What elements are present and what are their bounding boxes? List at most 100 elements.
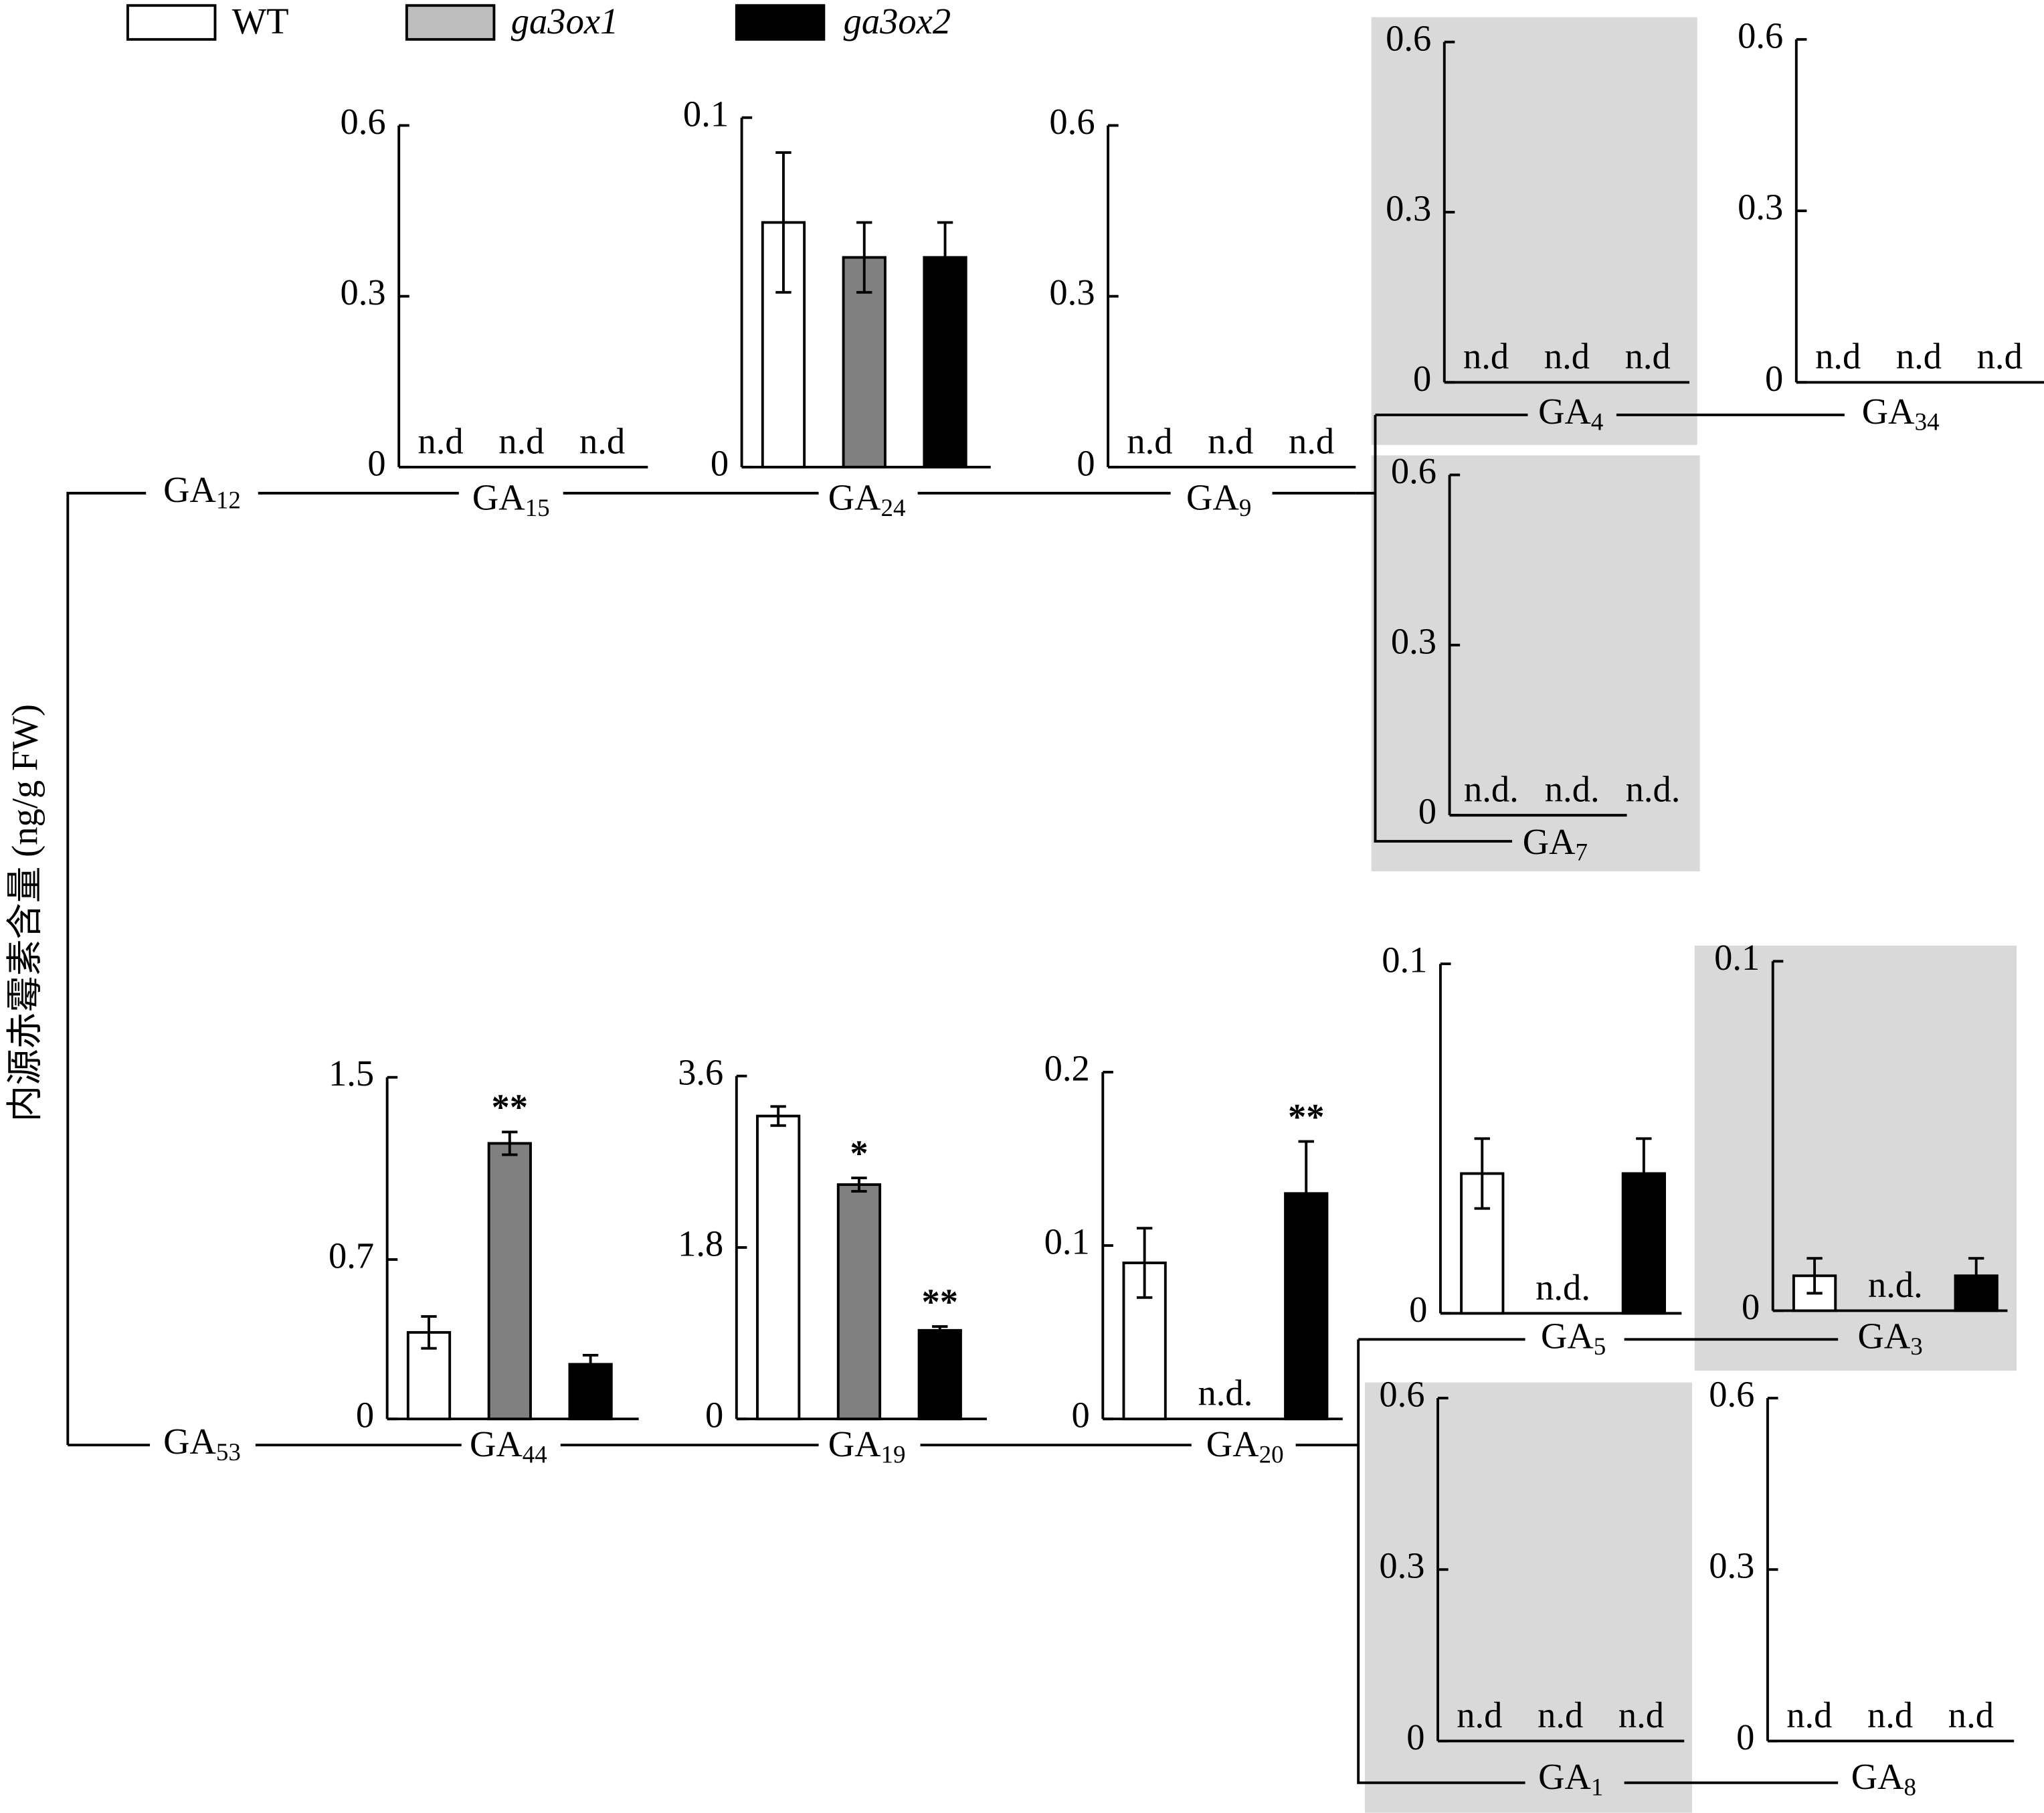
y-tick-label: 0: [356, 1395, 374, 1436]
y-tick-label: 0: [1072, 1395, 1090, 1436]
label-sub: 24: [881, 495, 906, 522]
label-sub: 8: [1904, 1774, 1917, 1801]
error-bar: [1298, 1140, 1314, 1247]
y-tick-label: 0.1: [683, 93, 729, 134]
label-sub: 12: [216, 487, 241, 514]
highlight-box: [1371, 17, 1697, 445]
error-bar: [932, 1325, 948, 1336]
y-tick-label: 0: [1765, 358, 1783, 399]
label-base: GA: [1541, 1315, 1594, 1356]
error-bar: [1806, 1257, 1823, 1295]
pathway-lines: [66, 414, 1845, 1784]
y-tick-label: 0.3: [1709, 1545, 1754, 1586]
value-label: n.d: [1289, 420, 1334, 461]
label-sub: 7: [1576, 839, 1588, 866]
error-bar: [582, 1353, 599, 1375]
panel-title: GA5: [1541, 1315, 1606, 1361]
label-sub: 1: [1591, 1774, 1604, 1801]
significance: **: [921, 1281, 958, 1322]
bar: [917, 1328, 962, 1421]
y-tick-label: 0: [1736, 1717, 1754, 1757]
y-tick-label: 0.6: [1386, 17, 1431, 58]
y-tick-label: 0: [367, 442, 385, 483]
label-base: GA: [828, 1423, 881, 1464]
value-label: n.d.: [1868, 1264, 1923, 1305]
significance: **: [492, 1087, 529, 1128]
label-base: GA: [1186, 477, 1239, 517]
value-label: n.d: [1463, 336, 1509, 377]
pathway-line: [1357, 1338, 1839, 1784]
legend-label: WT: [232, 1, 289, 41]
bar: [756, 1114, 801, 1421]
node-label: GA12: [163, 468, 241, 514]
legend-label: ga3ox1: [511, 1, 619, 41]
panel-title: GA34: [1862, 390, 1940, 436]
panel-title: GA44: [470, 1423, 547, 1469]
y-tick-label: 0.1: [1382, 940, 1427, 980]
label-sub: 20: [1259, 1441, 1284, 1468]
y-tick-label: 0: [1418, 791, 1436, 832]
highlight-box: [1371, 455, 1700, 871]
y-tick-label: 0.3: [1738, 187, 1783, 228]
y-tick-label: 1.8: [678, 1223, 723, 1264]
label-sub: 5: [1594, 1332, 1606, 1360]
y-tick-label: 0.2: [1044, 1047, 1090, 1088]
y-tick-label: 0.3: [1049, 272, 1095, 313]
significance: **: [1288, 1096, 1325, 1137]
label-base: GA: [828, 477, 881, 517]
label-base: GA: [1206, 1423, 1259, 1464]
significance: *: [850, 1132, 868, 1173]
error-bar: [1136, 1227, 1153, 1299]
panel-title: GA4: [1538, 390, 1603, 436]
value-label: n.d: [417, 420, 463, 461]
y-tick-label: 0.6: [1379, 1374, 1424, 1415]
value-label: n.d: [1538, 1695, 1583, 1735]
y-tick-label: 0: [1406, 1717, 1424, 1757]
y-axis-label: 内源赤霉素含量 (ng/g FW): [4, 704, 45, 1122]
panel-title: GA8: [1851, 1755, 1916, 1801]
error-bar: [856, 221, 872, 294]
label-base: GA: [1538, 1755, 1591, 1796]
y-tick-label: 0.6: [1391, 450, 1436, 491]
label-sub: 19: [881, 1441, 906, 1468]
value-label: n.d.: [1536, 1267, 1590, 1308]
error-bar: [775, 151, 792, 294]
label-sub: 44: [523, 1441, 547, 1468]
y-tick-label: 0: [1409, 1289, 1427, 1330]
panel-title: GA24: [828, 477, 906, 522]
legend-swatch: [735, 4, 826, 41]
label-base: GA: [470, 1423, 523, 1464]
y-tick-label: 1.5: [329, 1053, 374, 1094]
label-sub: 34: [1915, 408, 1940, 436]
value-label: n.d: [1786, 1695, 1832, 1735]
error-bar: [1474, 1137, 1490, 1210]
value-label: n.d: [1618, 1695, 1664, 1735]
label-base: GA: [1523, 821, 1576, 861]
label-base: GA: [1851, 1755, 1904, 1796]
pathway-line: [66, 491, 1359, 1447]
label-sub: 9: [1239, 495, 1252, 522]
value-label: n.d: [498, 420, 544, 461]
error-bar: [421, 1315, 437, 1350]
value-label: n.d: [1948, 1695, 1994, 1735]
value-label: n.d.: [1545, 769, 1600, 810]
legend-label: ga3ox2: [844, 1, 951, 41]
error-bar: [851, 1177, 867, 1193]
y-tick-label: 0.6: [1049, 101, 1095, 142]
label-base: GA: [163, 468, 216, 509]
value-label: n.d.: [1198, 1373, 1253, 1413]
y-tick-label: 0: [1413, 358, 1431, 399]
pathway-line: [1356, 414, 1845, 843]
y-tick-label: 0: [711, 442, 729, 483]
value-label: n.d.: [1626, 769, 1681, 810]
value-label: n.d: [1815, 336, 1861, 377]
error-bar: [770, 1105, 786, 1127]
y-tick-label: 0.3: [1386, 188, 1431, 229]
label-base: GA: [163, 1421, 216, 1462]
y-tick-label: 0.3: [1379, 1545, 1424, 1586]
y-tick-label: 3.6: [678, 1051, 723, 1092]
label-base: GA: [1538, 390, 1591, 431]
error-bar: [1636, 1137, 1652, 1210]
value-label: n.d: [1625, 336, 1671, 377]
